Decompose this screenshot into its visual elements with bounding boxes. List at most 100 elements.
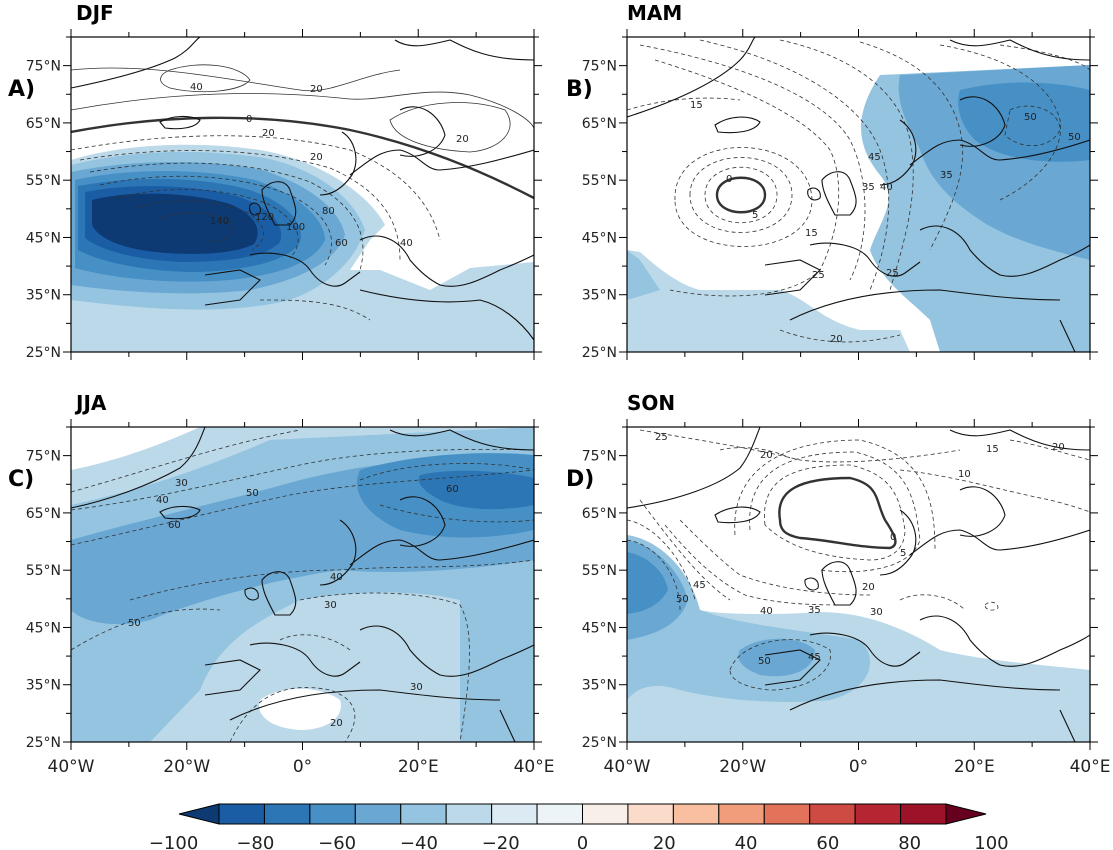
lat-tick-label: 75°N — [26, 59, 61, 75]
colorbar-segment — [218, 803, 265, 825]
contour-label: 40 — [880, 182, 893, 193]
contour-label: 50 — [128, 618, 141, 629]
contours-son — [627, 429, 1090, 691]
colorbar-tick-label: 60 — [816, 833, 839, 850]
contour-label: 45 — [808, 652, 821, 663]
colorbar-segment — [627, 803, 674, 825]
panel-djf: DJF A) — [8, 1, 542, 361]
lon-tick-label: 40°W — [604, 757, 651, 777]
coastlines-djf — [71, 37, 534, 341]
lon-tick-label: 40°E — [1070, 757, 1111, 777]
lat-tick-label: 35°N — [26, 288, 61, 304]
colorbar-tick-label: −20 — [482, 833, 520, 850]
colorbar-segment — [763, 803, 811, 825]
panel-title-djf: DJF — [76, 1, 114, 25]
contour-label: 40 — [156, 495, 169, 506]
contour-labels-son: 25 20 15 20 10 0 5 20 30 35 40 45 50 50 … — [655, 432, 1065, 667]
lon-tick-label: 20°E — [954, 757, 995, 777]
contour-label: 20 — [310, 84, 323, 95]
lat-tick-label: 45°N — [26, 230, 61, 246]
lat-tick-label: 75°N — [582, 59, 617, 75]
lat-tick-label: 75°N — [582, 449, 617, 465]
contours-mam — [627, 39, 1090, 343]
lat-tick-label: 65°N — [26, 506, 61, 522]
contours-jja — [71, 429, 534, 742]
lon-tick-label: 20°W — [719, 757, 766, 777]
colorbar-segment — [445, 803, 493, 825]
contour-label: 5 — [900, 548, 906, 559]
colorbar-tick-label: −80 — [236, 833, 274, 850]
lon-tick-label: 0° — [849, 757, 868, 777]
lon-tick-label: 20°W — [163, 757, 210, 777]
lon-tick-label: 20°E — [398, 757, 439, 777]
lat-tick-label: 65°N — [582, 116, 617, 132]
colorbar-segment — [354, 803, 402, 825]
contour-label: 15 — [986, 444, 999, 455]
contour-label: 45 — [693, 580, 706, 591]
ticks-jja: 75°N 65°N 55°N 45°N 35°N 25°N 40°W 20°W 0° 20°E 40… — [26, 419, 555, 777]
lat-tick-label: 45°N — [582, 230, 617, 246]
contour-label: 15 — [690, 100, 703, 111]
colorbar-tick-label: 0 — [577, 833, 588, 850]
contour-label: 20 — [456, 134, 469, 145]
contour-label: 5 — [752, 210, 758, 221]
contour-label: 20 — [862, 582, 875, 593]
lat-tick-label: 35°N — [582, 288, 617, 304]
lat-tick-label: 25°N — [26, 345, 61, 361]
contour-label: 50 — [758, 656, 771, 667]
colorbar-tick-label: 20 — [653, 833, 676, 850]
colorbar-arrow-right — [945, 803, 987, 825]
contour-label: 50 — [1068, 132, 1081, 143]
colorbar-segment — [309, 803, 356, 825]
colorbar-arrow-left — [178, 803, 220, 825]
contours-djf — [71, 64, 534, 321]
contour-label: 20 — [262, 128, 275, 139]
lon-tick-label: 40°W — [48, 757, 95, 777]
ticks-mam: 75°N 65°N 55°N 45°N 35°N 25°N — [582, 29, 1098, 361]
panel-mam: MAM B) — [566, 1, 1098, 361]
contour-label: 50 — [246, 488, 259, 499]
contour-label: 50 — [676, 594, 689, 605]
colorbar-segment — [400, 803, 447, 825]
lat-tick-label: 45°N — [582, 620, 617, 636]
contour-label: 25 — [886, 268, 899, 279]
contour-label: 20 — [760, 450, 773, 461]
lat-tick-label: 55°N — [26, 563, 61, 579]
colorbar-segment — [536, 803, 583, 825]
contour-label: 25 — [812, 270, 825, 281]
contour-label: 80 — [322, 206, 335, 217]
contour-label: 20 — [1052, 442, 1065, 453]
colorbar-segment — [809, 803, 856, 825]
contour-label: 0 — [726, 174, 732, 185]
map-son: 25 20 15 20 10 0 5 20 30 35 40 45 50 50 … — [627, 427, 1090, 742]
panel-title-jja: JJA — [74, 391, 107, 415]
panel-title-son: SON — [627, 391, 675, 415]
contour-label: 60 — [446, 484, 459, 495]
coastlines-mam — [627, 37, 1090, 352]
colorbar-segment — [582, 803, 629, 825]
colorbar-tick-label: −60 — [318, 833, 356, 850]
ticks-son: 75°N 65°N 55°N 45°N 35°N 25°N 40°W 20°W 0° 20°E 40… — [582, 419, 1111, 777]
colorbar-tick-label: 100 — [974, 833, 1008, 850]
lat-tick-label: 55°N — [582, 173, 617, 189]
lat-tick-label: 65°N — [582, 506, 617, 522]
contour-label: 140 — [210, 216, 229, 227]
map-jja: 30 40 50 60 60 40 30 50 30 20 — [71, 427, 534, 742]
contour-label: 30 — [324, 600, 337, 611]
contour-label: 0 — [246, 114, 252, 125]
contour-label: 30 — [870, 607, 883, 618]
contour-label: 40 — [400, 238, 413, 249]
lon-tick-label: 40°E — [514, 757, 555, 777]
panel-title-mam: MAM — [627, 1, 682, 25]
lon-tick-label: 0° — [293, 757, 312, 777]
contour-label: 35 — [940, 170, 953, 181]
map-mam: 15 0 5 15 25 25 35 45 40 50 50 35 20 — [627, 37, 1090, 352]
colorbar-tick-label: 40 — [735, 833, 758, 850]
panel-son: SON D) — [566, 391, 1110, 777]
panel-jja: JJA C) — [8, 391, 554, 777]
shading-mam — [627, 65, 1090, 352]
shading-djf — [71, 144, 534, 352]
contour-label: 30 — [410, 682, 423, 693]
contour-label: 40 — [760, 606, 773, 617]
